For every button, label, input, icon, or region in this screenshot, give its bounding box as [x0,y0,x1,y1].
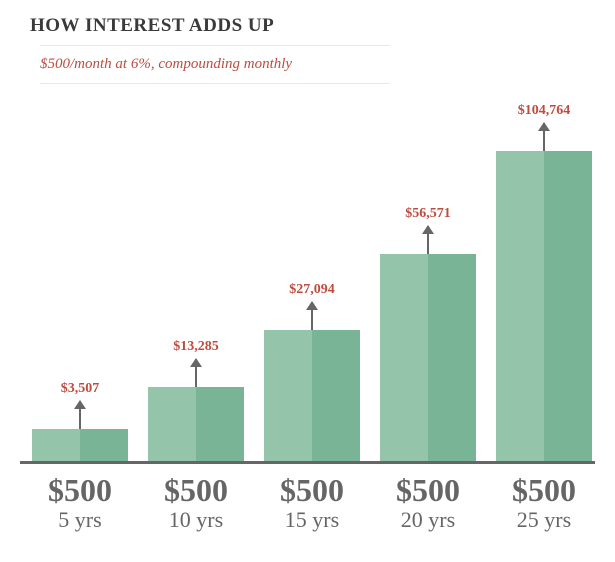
x-axis-label-group: $50010 yrs [148,474,244,531]
bar-group: $27,094 [264,282,360,461]
bar-value-label: $104,764 [518,103,571,119]
bar-group: $13,285 [148,339,244,461]
bar-left-half [264,330,312,461]
arrow-up-icon [427,226,429,254]
bar-right-half [80,429,128,461]
x-axis-sub-label: 5 yrs [32,508,128,531]
x-axis: $5005 yrs$50010 yrs$50015 yrs$50020 yrs$… [20,470,595,560]
bar-left-half [32,429,80,461]
x-axis-sub-label: 10 yrs [148,508,244,531]
x-axis-main-label: $500 [148,474,244,508]
bar-right-half [312,330,360,461]
bar-right-half [544,151,592,461]
chart-subtitle-wrap: $500/month at 6%, compounding monthly [40,45,390,84]
x-axis-main-label: $500 [380,474,476,508]
bar-value-label: $13,285 [173,339,219,355]
chart-header: HOW INTEREST ADDS UP $500/month at 6%, c… [30,15,595,84]
bar [496,151,592,461]
bar-value-label: $56,571 [405,206,451,222]
bar-right-half [428,254,476,461]
x-axis-label-group: $50020 yrs [380,474,476,531]
bar-right-half [196,387,244,461]
bar-value-label: $27,094 [289,282,335,298]
x-axis-sub-label: 20 yrs [380,508,476,531]
x-axis-main-label: $500 [496,474,592,508]
x-axis-sub-label: 25 yrs [496,508,592,531]
x-axis-main-label: $500 [264,474,360,508]
bar [380,254,476,461]
arrow-up-icon [311,302,313,330]
chart-subtitle: $500/month at 6%, compounding monthly [40,56,390,73]
bar [148,387,244,461]
bar-left-half [496,151,544,461]
bar-group: $56,571 [380,206,476,461]
x-axis-main-label: $500 [32,474,128,508]
plot-area: $3,507 $13,285 $27,094 $56,571 $104,764 [20,104,595,464]
bar-left-half [148,387,196,461]
bar-left-half [380,254,428,461]
bar-group: $104,764 [496,103,592,461]
x-axis-sub-label: 15 yrs [264,508,360,531]
bar [32,429,128,461]
x-axis-label-group: $50025 yrs [496,474,592,531]
arrow-up-icon [79,401,81,429]
x-axis-label-group: $5005 yrs [32,474,128,531]
bar-group: $3,507 [32,381,128,461]
bar-value-label: $3,507 [61,381,100,397]
arrow-up-icon [195,359,197,387]
arrow-up-icon [543,123,545,151]
bar [264,330,360,461]
chart-title: HOW INTEREST ADDS UP [30,15,595,37]
x-axis-label-group: $50015 yrs [264,474,360,531]
interest-bar-chart: HOW INTEREST ADDS UP $500/month at 6%, c… [0,0,615,562]
